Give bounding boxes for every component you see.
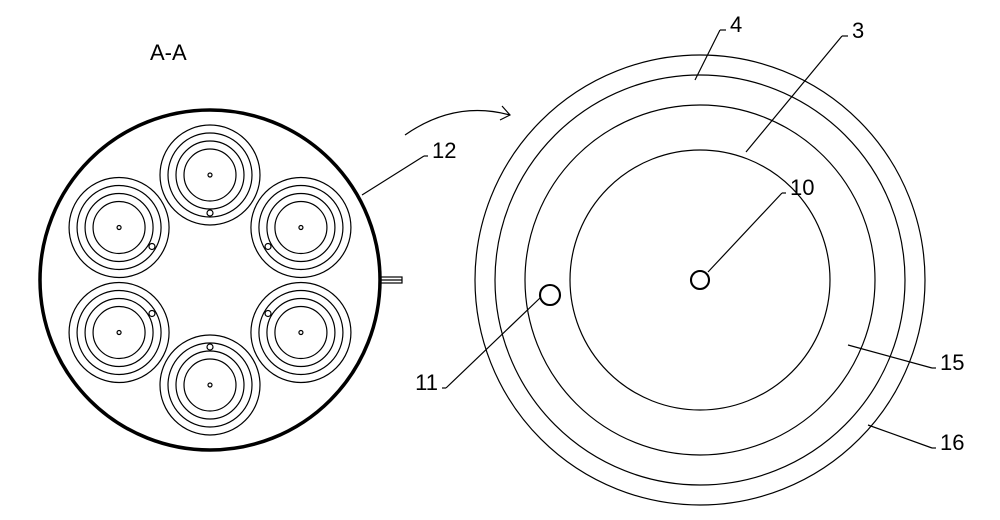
callout-c12: 12: [362, 138, 456, 195]
detail-ring-2: [495, 75, 905, 485]
disc-2: [251, 283, 351, 383]
callout-c4: 4: [695, 12, 742, 80]
callout-c10: 10: [708, 175, 814, 272]
callout-label-c10: 10: [790, 175, 814, 200]
inlet-hole: [540, 285, 560, 305]
callout-c16: 16: [868, 425, 964, 455]
callout-label-c4: 4: [730, 12, 742, 37]
callout-label-c15: 15: [940, 350, 964, 375]
center-hole: [691, 271, 709, 289]
callout-label-c12: 12: [432, 138, 456, 163]
disc-1: [251, 178, 351, 278]
disc-0: [160, 125, 260, 225]
disc-4: [69, 283, 169, 383]
callout-label-c11: 11: [415, 370, 438, 395]
detail-ring-3: [525, 105, 875, 455]
callout-label-c3: 3: [852, 18, 864, 43]
callout-label-c16: 16: [940, 430, 964, 455]
left-outer-shell: [40, 110, 380, 450]
disc-5: [69, 178, 169, 278]
section-label: A-A: [150, 40, 187, 65]
disc-3: [160, 335, 260, 435]
detail-ring-1: [475, 55, 925, 505]
detail-arrow: [405, 111, 510, 136]
